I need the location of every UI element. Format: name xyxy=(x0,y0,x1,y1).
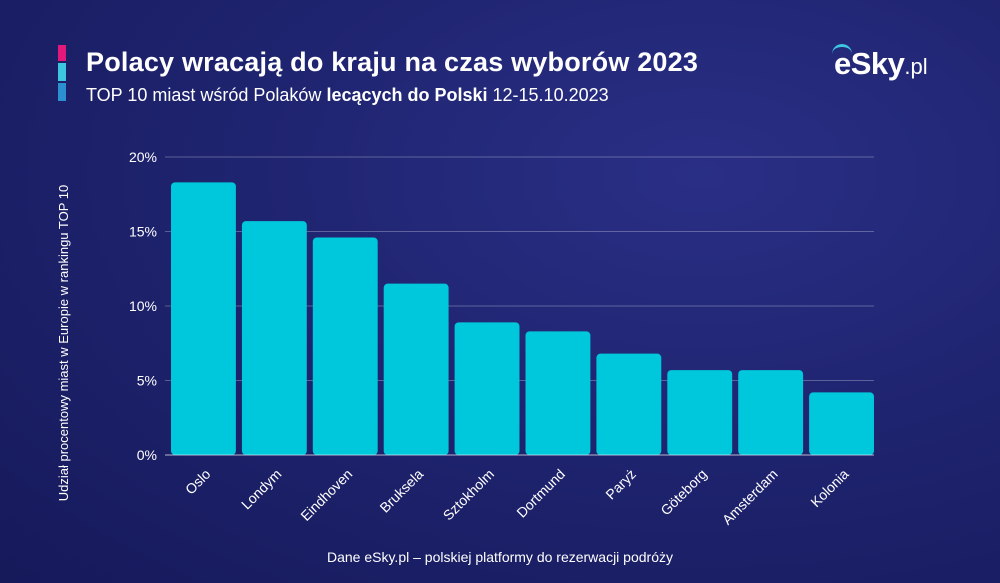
accent-bar-cyan xyxy=(58,63,66,81)
bar-bruksela xyxy=(383,283,449,455)
x-tick-label: Dortmund xyxy=(513,466,568,521)
logo-swoosh-icon xyxy=(832,44,852,59)
x-tick-label: Göteborg xyxy=(657,466,710,519)
esky-logo: eSky.pl xyxy=(834,46,928,82)
bar-londym xyxy=(241,221,307,455)
x-tick-label: Oslo xyxy=(182,466,214,498)
logo-main: eSky xyxy=(834,46,905,81)
accent-bar-blue xyxy=(58,83,66,101)
x-tick-label: Bruksela xyxy=(376,466,426,516)
x-tick-label: Amsterdam xyxy=(719,466,781,528)
x-tick-label: Eindhoven xyxy=(297,466,355,524)
subtitle-pre: TOP 10 miast wśród Polaków xyxy=(86,85,327,105)
y-tick-label: 15% xyxy=(129,224,157,240)
y-tick-label: 20% xyxy=(129,149,157,165)
chart-title: Polacy wracają do kraju na czas wyborów … xyxy=(86,47,699,77)
y-tick-label: 10% xyxy=(129,298,157,314)
chart-subtitle: TOP 10 miast wśród Polaków lecących do P… xyxy=(86,85,609,106)
source-footer: Dane eSky.pl – polskiej platformy do rez… xyxy=(326,549,673,565)
x-tick-label: Kolonia xyxy=(807,466,851,510)
x-tick-label: Sztokholm xyxy=(440,466,498,524)
subtitle-bold: lecących do Polski xyxy=(326,85,488,105)
accent-bar-pink xyxy=(58,45,66,61)
bar-oslo xyxy=(171,182,236,455)
bar-göteborg xyxy=(667,370,733,455)
bar-kolonia xyxy=(809,392,874,455)
x-tick-label: Paryż xyxy=(602,466,639,503)
bar-sztokholm xyxy=(454,322,520,455)
logo-suffix: .pl xyxy=(904,54,928,79)
bar-paryż xyxy=(596,353,662,455)
bar-dortmund xyxy=(525,331,591,455)
bar-eindhoven xyxy=(312,237,378,455)
y-tick-label: 0% xyxy=(137,447,157,463)
bar-amsterdam xyxy=(738,370,804,455)
y-axis-label: Udział procentowy miast w Europie w rank… xyxy=(56,185,71,502)
x-tick-label: Londym xyxy=(238,466,285,513)
y-tick-label: 5% xyxy=(137,373,157,389)
subtitle-post: 12-15.10.2023 xyxy=(487,85,609,105)
